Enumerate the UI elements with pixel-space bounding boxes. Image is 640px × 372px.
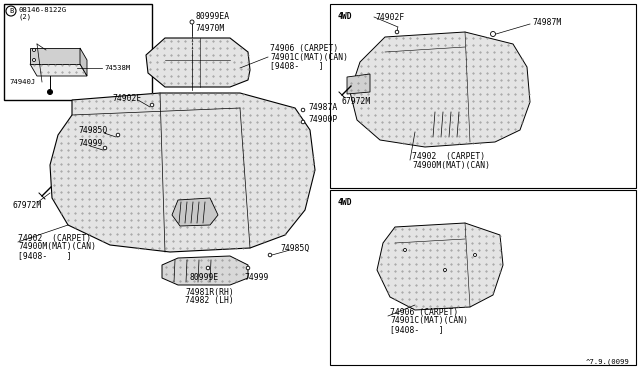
Text: 74985Q: 74985Q <box>280 244 309 253</box>
Polygon shape <box>30 64 87 76</box>
Text: 74970M: 74970M <box>195 23 224 32</box>
Polygon shape <box>377 223 503 310</box>
Polygon shape <box>146 38 250 87</box>
Polygon shape <box>347 74 370 94</box>
Circle shape <box>47 90 52 94</box>
Bar <box>330 4 636 188</box>
Text: (2): (2) <box>18 14 31 20</box>
Text: 80999EA: 80999EA <box>195 12 229 20</box>
Text: B: B <box>9 8 13 14</box>
Text: 4WD: 4WD <box>338 198 353 206</box>
Circle shape <box>246 266 250 270</box>
Polygon shape <box>80 48 87 76</box>
Bar <box>330 190 636 365</box>
Polygon shape <box>162 256 248 285</box>
Circle shape <box>206 266 210 270</box>
Text: 74902F: 74902F <box>375 13 404 22</box>
Text: 74906 (CARPET): 74906 (CARPET) <box>390 308 458 317</box>
Text: 74987M: 74987M <box>532 17 561 26</box>
Circle shape <box>190 20 194 24</box>
Polygon shape <box>350 32 530 147</box>
Text: 67972M: 67972M <box>12 201 41 209</box>
Circle shape <box>6 6 16 16</box>
Text: [9408-    ]: [9408- ] <box>18 251 72 260</box>
Circle shape <box>33 48 35 51</box>
Text: ^7.9.(0099: ^7.9.(0099 <box>586 359 630 365</box>
Text: 74902F: 74902F <box>112 93 141 103</box>
Circle shape <box>444 269 447 272</box>
Text: 74906 (CARPET): 74906 (CARPET) <box>270 44 339 52</box>
Circle shape <box>116 133 120 137</box>
Polygon shape <box>172 198 218 226</box>
Circle shape <box>301 120 305 124</box>
Polygon shape <box>50 93 315 252</box>
Text: [9408-    ]: [9408- ] <box>390 326 444 334</box>
Circle shape <box>150 103 154 107</box>
Text: 74999: 74999 <box>244 273 268 282</box>
Text: 74999: 74999 <box>78 138 102 148</box>
Text: 74901C(MAT)(CAN): 74901C(MAT)(CAN) <box>270 52 348 61</box>
Circle shape <box>490 32 495 36</box>
Text: 67972M: 67972M <box>342 96 371 106</box>
Bar <box>4 4 152 100</box>
Text: 74900M(MAT)(CAN): 74900M(MAT)(CAN) <box>18 243 96 251</box>
Text: 74982 (LH): 74982 (LH) <box>185 296 234 305</box>
Text: 74902  (CARPET): 74902 (CARPET) <box>412 151 485 160</box>
Circle shape <box>103 146 107 150</box>
Text: 74987A: 74987A <box>308 103 337 112</box>
Polygon shape <box>30 48 80 64</box>
Text: 08146-8122G: 08146-8122G <box>18 7 66 13</box>
Text: 74900P: 74900P <box>308 115 337 124</box>
Circle shape <box>301 108 305 112</box>
Text: 74902  (CARPET): 74902 (CARPET) <box>18 234 91 243</box>
Text: 74981R(RH): 74981R(RH) <box>185 288 234 296</box>
Text: 74900M(MAT)(CAN): 74900M(MAT)(CAN) <box>412 160 490 170</box>
Text: 74538M: 74538M <box>104 65 131 71</box>
Circle shape <box>403 248 406 251</box>
Circle shape <box>268 253 272 257</box>
Text: 80999E: 80999E <box>190 273 220 282</box>
Text: 74940J: 74940J <box>9 79 35 85</box>
Circle shape <box>33 58 35 61</box>
Text: 4WD: 4WD <box>338 12 353 20</box>
Text: [9408-    ]: [9408- ] <box>270 61 324 71</box>
Circle shape <box>474 253 477 257</box>
Circle shape <box>395 30 399 34</box>
Text: 74985Q: 74985Q <box>78 125 108 135</box>
Text: 74901C(MAT)(CAN): 74901C(MAT)(CAN) <box>390 317 468 326</box>
